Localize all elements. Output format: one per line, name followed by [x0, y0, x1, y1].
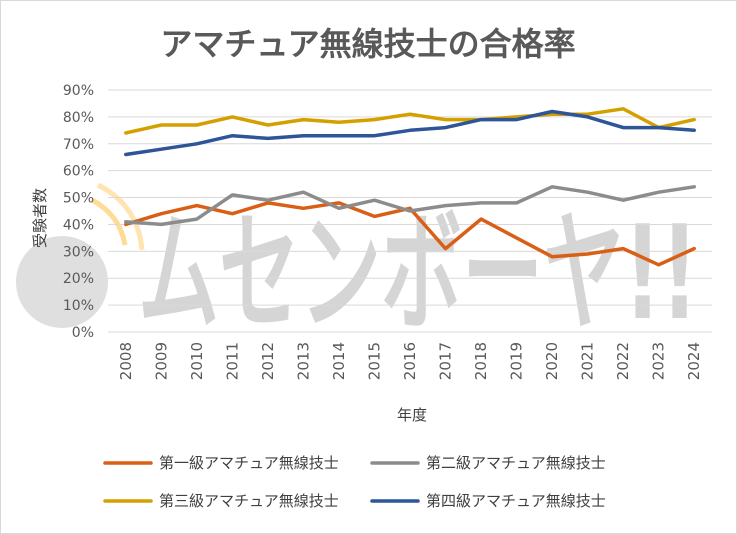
watermark-dish — [16, 236, 108, 328]
x-tick-label: 2011 — [223, 342, 241, 380]
y-axis-ticks: 0% 10% 20% 30% 40% 50% 60% 70% 80% 90% — [63, 83, 94, 341]
x-tick-label: 2014 — [330, 342, 348, 380]
y-tick-label: 0% — [72, 325, 94, 341]
x-tick-label: 2021 — [579, 342, 597, 380]
y-tick-label: 20% — [63, 271, 94, 287]
gridlines — [108, 89, 712, 333]
x-tick-label: 2008 — [117, 342, 135, 380]
x-tick-label: 2012 — [259, 342, 277, 380]
chart-title: アマチュア無線技士の合格率 — [160, 25, 575, 63]
legend-label: 第一級アマチュア無線技士 — [159, 454, 339, 472]
y-tick-label: 10% — [63, 298, 94, 314]
legend-label: 第三級アマチュア無線技士 — [159, 492, 339, 510]
watermark: ムセンボーヤ!! — [16, 182, 698, 349]
watermark-wave — [90, 197, 128, 246]
series-line — [124, 107, 696, 135]
legend-label: 第二級アマチュア無線技士 — [426, 454, 606, 472]
x-tick-label: 2024 — [685, 342, 703, 380]
x-tick-label: 2010 — [188, 342, 206, 380]
x-tick-label: 2020 — [543, 342, 561, 380]
y-axis-label: 受験者数 — [31, 188, 49, 248]
x-tick-label: 2017 — [437, 342, 455, 380]
series-line — [124, 185, 696, 227]
watermark-text: ムセンボーヤ!! — [138, 197, 698, 349]
series-line — [124, 201, 696, 267]
x-tick-label: 2019 — [508, 342, 526, 380]
y-tick-label: 80% — [63, 110, 94, 126]
x-tick-label: 2015 — [365, 342, 383, 380]
watermark-wave — [96, 182, 145, 251]
y-tick-label: 60% — [63, 164, 94, 180]
x-axis-label: 年度 — [397, 406, 427, 424]
series-lines — [124, 107, 696, 267]
series-line — [124, 109, 696, 157]
y-tick-label: 30% — [63, 244, 94, 260]
y-tick-label: 40% — [63, 217, 94, 233]
y-tick-label: 70% — [63, 137, 94, 153]
y-tick-label: 90% — [63, 83, 94, 99]
x-tick-label: 2022 — [614, 342, 632, 380]
x-tick-label: 2018 — [472, 342, 490, 380]
legend-label: 第四級アマチュア無線技士 — [426, 492, 606, 510]
x-tick-label: 2016 — [401, 342, 419, 380]
x-tick-label: 2023 — [650, 342, 668, 380]
x-tick-label: 2009 — [152, 342, 170, 380]
x-axis-ticks: 2008 2009 2010 2011 2012 2013 2014 2015 2016 2017… — [117, 342, 703, 380]
y-tick-label: 50% — [63, 191, 94, 207]
x-tick-label: 2013 — [294, 342, 312, 380]
